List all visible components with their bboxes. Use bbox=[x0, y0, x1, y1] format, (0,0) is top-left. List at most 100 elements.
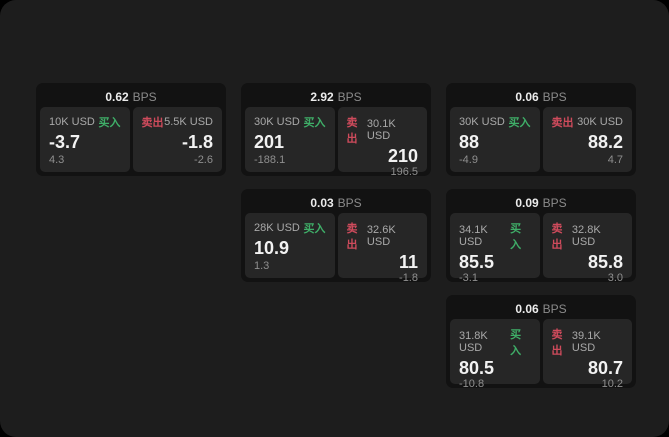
sell-sub-value: 10.2 bbox=[601, 378, 623, 390]
sell-sub-value: 3.0 bbox=[607, 272, 623, 284]
sell-panel[interactable]: 卖出 30.1K USD 210 196.5 bbox=[337, 107, 427, 178]
sell-amount: 32.8K USD bbox=[571, 224, 601, 248]
buy-sub-value: -4.9 bbox=[459, 154, 478, 166]
buy-amount: 34.1K USD bbox=[459, 224, 488, 248]
bps-unit-label: BPS bbox=[542, 302, 567, 316]
bps-unit-label: BPS bbox=[542, 196, 567, 210]
sell-panel-top: 卖出 30.1K USD bbox=[347, 114, 419, 146]
sell-panel-top: 卖出 5.5K USD bbox=[142, 114, 214, 130]
buy-amount: 30K USD bbox=[459, 116, 505, 128]
sell-label: 卖出 bbox=[551, 117, 574, 129]
sell-panel[interactable]: 卖出 30K USD 88.2 4.7 bbox=[542, 107, 632, 172]
buy-panel[interactable]: 30K USD 买入 88 -4.9 bbox=[450, 107, 540, 172]
buy-sub-value: -3.1 bbox=[459, 272, 478, 284]
buy-label: 买入 bbox=[303, 223, 326, 235]
sell-price: 80.7 bbox=[587, 358, 623, 378]
bps-unit-label: BPS bbox=[337, 196, 362, 210]
buy-panel[interactable]: 28K USD 买入 10.9 1.3 bbox=[245, 213, 335, 278]
buy-price: 201 bbox=[254, 132, 285, 152]
sell-panel-top: 卖出 32.8K USD bbox=[552, 220, 624, 252]
bps-value: 2.92 bbox=[310, 90, 334, 104]
card-header: 0.06 BPS bbox=[450, 299, 632, 319]
buy-sub-value: 1.3 bbox=[254, 260, 270, 272]
buy-label: 买入 bbox=[303, 117, 326, 129]
card-body: 30K USD 买入 88 -4.9 卖出 30K USD 88.2 4.7 bbox=[450, 107, 632, 172]
buy-label: 买入 bbox=[508, 117, 531, 129]
card-header: 0.03 BPS bbox=[245, 193, 427, 213]
card-body: 31.8K USD 买入 80.5 -10.8 卖出 39.1K USD 80.… bbox=[450, 319, 632, 390]
sell-label: 卖出 bbox=[346, 117, 358, 145]
buy-amount: 31.8K USD bbox=[459, 330, 488, 354]
buy-label: 买入 bbox=[98, 117, 121, 129]
buy-panel-top: 31.8K USD 买入 bbox=[459, 326, 531, 358]
buy-amount: 30K USD bbox=[254, 116, 300, 128]
sell-panel-top: 卖出 30K USD bbox=[552, 114, 624, 130]
sell-label: 卖出 bbox=[551, 329, 563, 357]
sell-panel-top: 卖出 39.1K USD bbox=[552, 326, 624, 358]
buy-panel-top: 28K USD 买入 bbox=[254, 220, 326, 236]
buy-panel-top: 10K USD 买入 bbox=[49, 114, 121, 130]
quote-card-2: 2.92 BPS 30K USD 买入 201 -188.1 卖出 30.1K U… bbox=[241, 83, 431, 178]
bps-value: 0.06 bbox=[515, 90, 539, 104]
buy-amount: 10K USD bbox=[49, 116, 95, 128]
bps-unit-label: BPS bbox=[542, 90, 567, 104]
sell-label: 卖出 bbox=[551, 223, 563, 251]
sell-panel-top: 卖出 32.6K USD bbox=[347, 220, 419, 252]
sell-price: 85.8 bbox=[587, 252, 623, 272]
buy-panel-top: 34.1K USD 买入 bbox=[459, 220, 531, 252]
buy-price: 85.5 bbox=[459, 252, 495, 272]
sell-label: 卖出 bbox=[141, 117, 164, 129]
bps-value: 0.06 bbox=[515, 302, 539, 316]
buy-price: 80.5 bbox=[459, 358, 495, 378]
buy-amount: 28K USD bbox=[254, 222, 300, 234]
buy-panel[interactable]: 30K USD 买入 201 -188.1 bbox=[245, 107, 335, 172]
card-header: 0.09 BPS bbox=[450, 193, 632, 213]
sell-sub-value: -2.6 bbox=[194, 154, 213, 166]
sell-amount: 30.1K USD bbox=[366, 118, 396, 142]
card-body: 34.1K USD 买入 85.5 -3.1 卖出 32.8K USD 85.8… bbox=[450, 213, 632, 284]
quote-card-3: 0.06 BPS 30K USD 买入 88 -4.9 卖出 30K USD 88… bbox=[446, 83, 636, 176]
card-body: 10K USD 买入 -3.7 4.3 卖出 5.5K USD -1.8 -2.… bbox=[40, 107, 222, 172]
card-header: 0.06 BPS bbox=[450, 87, 632, 107]
buy-panel-top: 30K USD 买入 bbox=[254, 114, 326, 130]
sell-price: 11 bbox=[398, 252, 418, 272]
buy-sub-value: 4.3 bbox=[49, 154, 65, 166]
buy-price: 10.9 bbox=[254, 238, 290, 258]
sell-panel[interactable]: 卖出 5.5K USD -1.8 -2.6 bbox=[132, 107, 222, 172]
buy-label: 买入 bbox=[510, 223, 522, 251]
sell-sub-value: 196.5 bbox=[390, 166, 418, 178]
sell-price: 88.2 bbox=[587, 132, 623, 152]
buy-label: 买入 bbox=[510, 329, 522, 357]
buy-price: -3.7 bbox=[49, 132, 81, 152]
sell-label: 卖出 bbox=[346, 223, 358, 251]
sell-panel[interactable]: 卖出 32.6K USD 11 -1.8 bbox=[337, 213, 427, 284]
buy-sub-value: -10.8 bbox=[459, 378, 485, 390]
buy-panel[interactable]: 31.8K USD 买入 80.5 -10.8 bbox=[450, 319, 540, 390]
card-header: 0.62 BPS bbox=[40, 87, 222, 107]
bps-unit-label: BPS bbox=[337, 90, 362, 104]
buy-panel[interactable]: 34.1K USD 买入 85.5 -3.1 bbox=[450, 213, 540, 284]
quote-card-1: 0.62 BPS 10K USD 买入 -3.7 4.3 卖出 5.5K USD … bbox=[36, 83, 226, 176]
sell-amount: 5.5K USD bbox=[164, 116, 213, 128]
bps-value: 0.62 bbox=[105, 90, 129, 104]
buy-price: 88 bbox=[459, 132, 480, 152]
card-body: 30K USD 买入 201 -188.1 卖出 30.1K USD 210 1… bbox=[245, 107, 427, 178]
buy-panel[interactable]: 10K USD 买入 -3.7 4.3 bbox=[40, 107, 130, 172]
buy-panel-top: 30K USD 买入 bbox=[459, 114, 531, 130]
quote-card-4: 0.03 BPS 28K USD 买入 10.9 1.3 卖出 32.6K USD… bbox=[241, 189, 431, 284]
sell-amount: 32.6K USD bbox=[366, 224, 396, 248]
bps-value: 0.09 bbox=[515, 196, 539, 210]
bps-value: 0.03 bbox=[310, 196, 334, 210]
buy-sub-value: -188.1 bbox=[254, 154, 286, 166]
card-body: 28K USD 买入 10.9 1.3 卖出 32.6K USD 11 -1.8 bbox=[245, 213, 427, 284]
sell-price: -1.8 bbox=[181, 132, 213, 152]
card-header: 2.92 BPS bbox=[245, 87, 427, 107]
bps-unit-label: BPS bbox=[132, 90, 157, 104]
sell-sub-value: -1.8 bbox=[399, 272, 418, 284]
sell-panel[interactable]: 卖出 32.8K USD 85.8 3.0 bbox=[542, 213, 632, 284]
sell-panel[interactable]: 卖出 39.1K USD 80.7 10.2 bbox=[542, 319, 632, 390]
sell-amount: 39.1K USD bbox=[571, 330, 601, 354]
sell-sub-value: 4.7 bbox=[607, 154, 623, 166]
sell-amount: 30K USD bbox=[577, 116, 623, 128]
